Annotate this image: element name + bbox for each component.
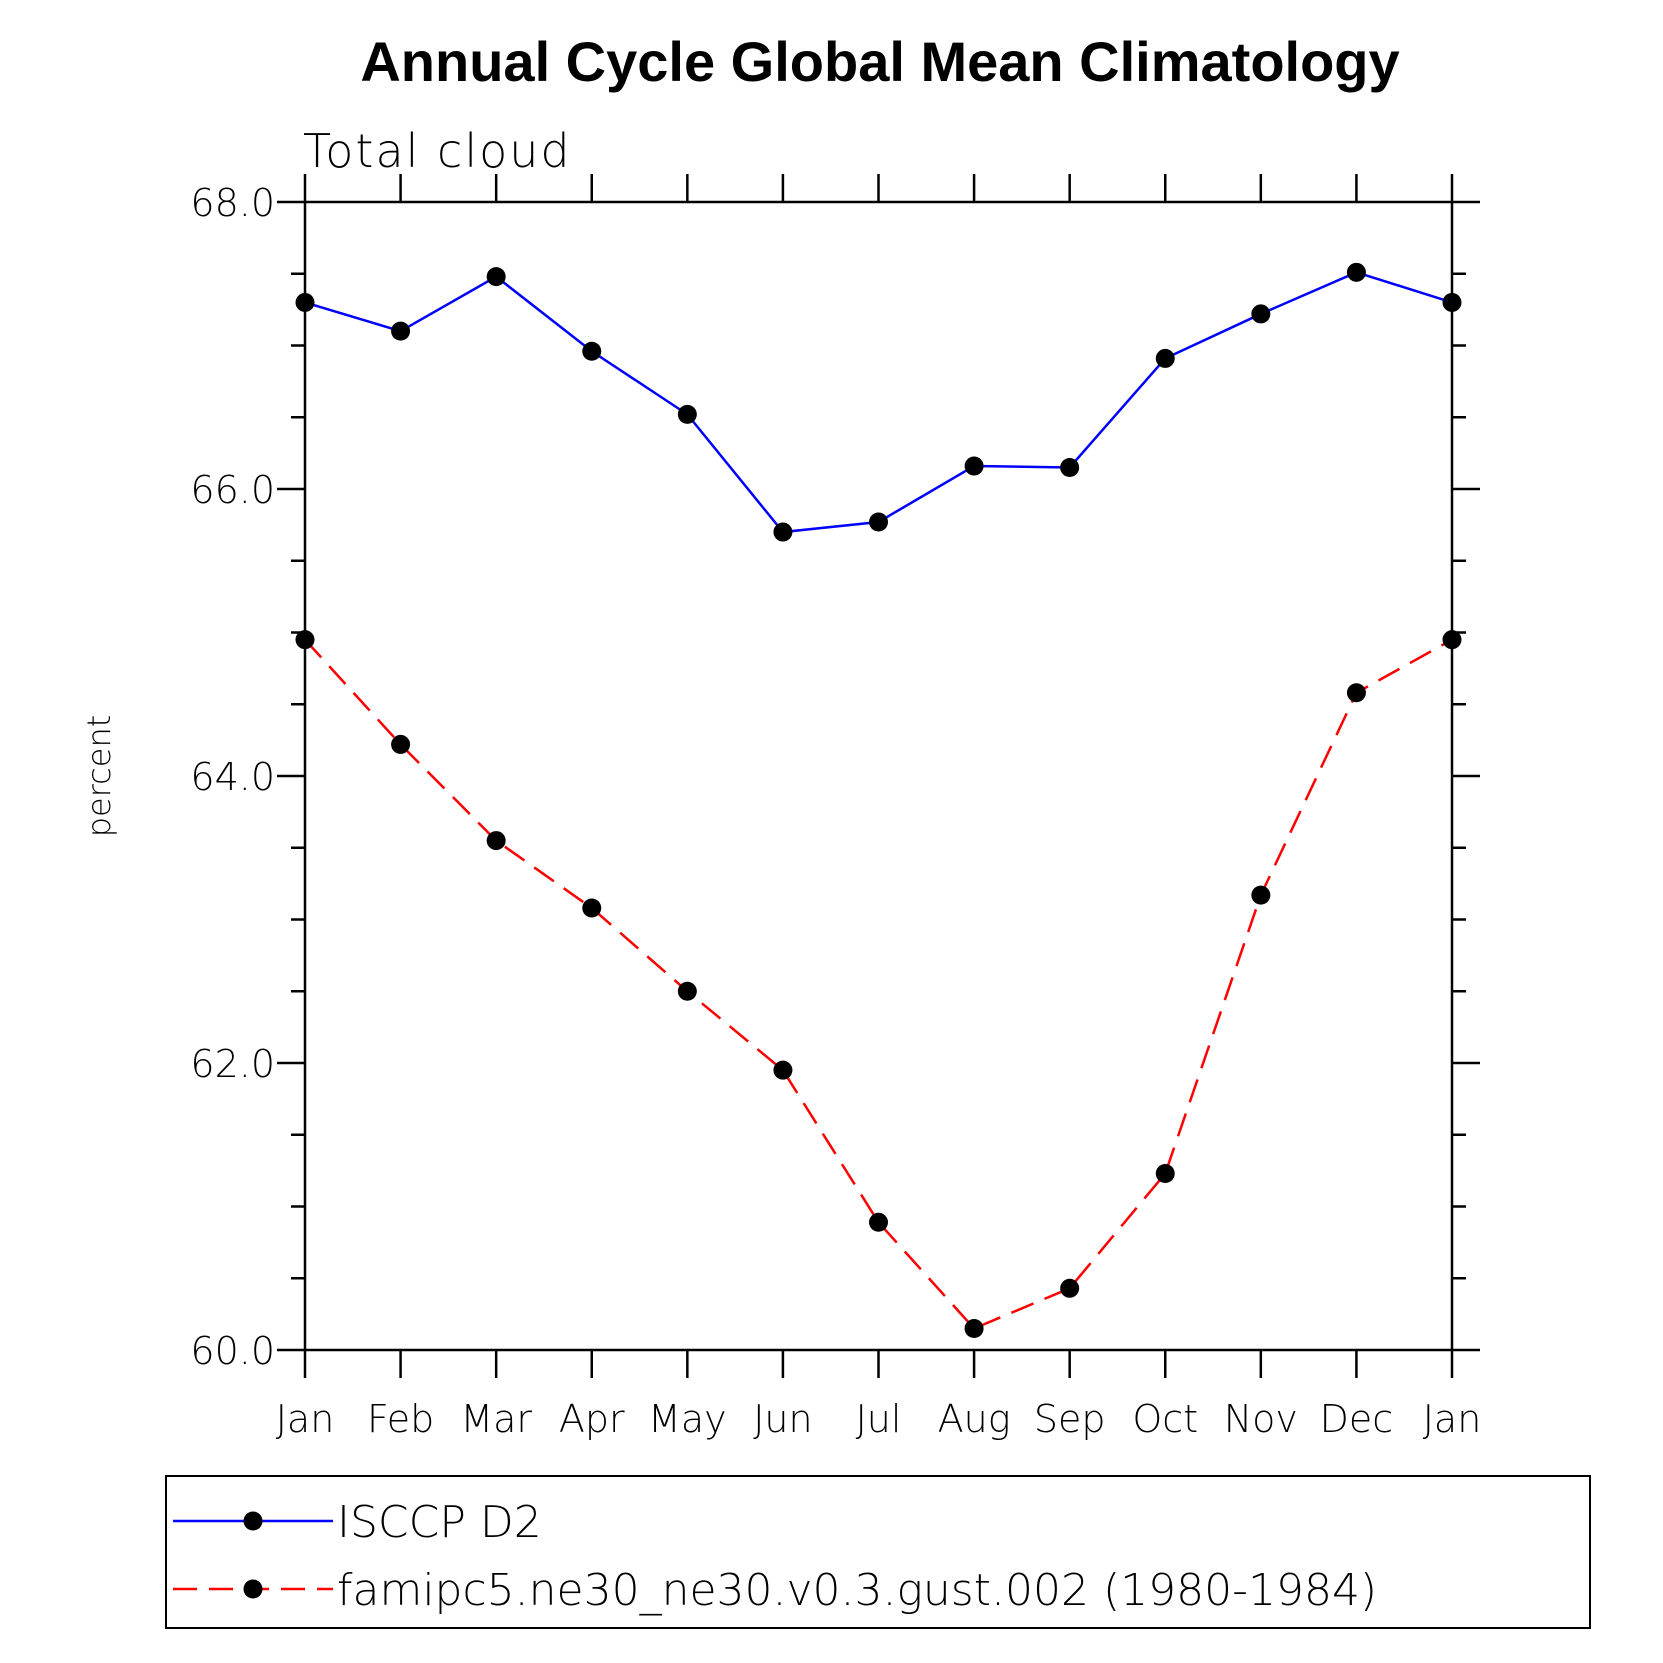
- x-tick-label: Jun: [753, 1397, 812, 1441]
- data-point: [1442, 630, 1462, 650]
- data-point: [677, 404, 697, 424]
- x-tick-label: Feb: [367, 1397, 434, 1441]
- data-point: [773, 522, 793, 542]
- data-point: [391, 321, 411, 341]
- x-tick-label: Jan: [1423, 1397, 1482, 1441]
- y-tick-label: 66.0: [190, 468, 275, 512]
- legend-label-1: famipc5.ne30_ne30.v0.3.gust.002 (1980-19…: [337, 1565, 1377, 1616]
- chart-subtitle: Total cloud: [303, 124, 572, 178]
- data-point: [1060, 1278, 1080, 1298]
- plot-frame: [303, 200, 1454, 1352]
- x-tick-label: Apr: [559, 1397, 625, 1441]
- y-tick-label: 64.0: [190, 755, 275, 799]
- data-point: [1442, 292, 1462, 312]
- x-tick-label: Mar: [460, 1397, 532, 1441]
- chart-title: Annual Cycle Global Mean Climatology: [360, 30, 1399, 93]
- data-point: [582, 898, 602, 918]
- data-point: [486, 831, 506, 851]
- data-point: [391, 734, 411, 754]
- data-point: [1251, 885, 1271, 905]
- plot-area: [295, 262, 1462, 1338]
- x-tick-label: Jul: [856, 1397, 902, 1441]
- legend: ISCCP D2 famipc5.ne30_ne30.v0.3.gust.002 …: [165, 1475, 1591, 1629]
- data-point: [773, 1060, 793, 1080]
- data-point: [1346, 683, 1366, 703]
- x-tick-label: Dec: [1320, 1397, 1394, 1441]
- legend-marker-0: [243, 1511, 263, 1531]
- y-tick-label: 62.0: [190, 1042, 275, 1086]
- data-point: [295, 292, 315, 312]
- data-point: [1155, 348, 1175, 368]
- data-point: [582, 341, 602, 361]
- data-point: [1251, 304, 1271, 324]
- data-point: [295, 630, 315, 650]
- x-tick-label: Aug: [938, 1397, 1011, 1441]
- data-point: [964, 456, 984, 476]
- y-tick-label: 60.0: [190, 1329, 275, 1373]
- axes: 60.0 62.0 64.0 66.0 68.0 Jan Feb Mar Apr May Jun Ju…: [190, 174, 1481, 1441]
- legend-label-0: ISCCP D2: [337, 1497, 542, 1548]
- y-axis-label: percent: [80, 715, 118, 838]
- x-tick-label: Jan: [276, 1397, 335, 1441]
- data-point: [869, 512, 888, 532]
- data-point: [1060, 457, 1080, 477]
- legend-marker-1: [243, 1579, 263, 1599]
- data-point: [486, 267, 506, 287]
- data-point: [677, 981, 697, 1001]
- x-tick-label: Sep: [1034, 1397, 1106, 1441]
- x-tick-label: May: [648, 1397, 727, 1441]
- series-line-0: [304, 270, 1453, 534]
- legend-box: [165, 1475, 1591, 1629]
- x-tick-label: Oct: [1132, 1397, 1198, 1441]
- data-point: [1155, 1163, 1175, 1183]
- data-point: [869, 1212, 888, 1232]
- x-tick-label: Nov: [1224, 1397, 1298, 1441]
- data-point: [964, 1318, 984, 1338]
- data-point: [1346, 262, 1366, 282]
- y-tick-label: 68.0: [190, 181, 275, 225]
